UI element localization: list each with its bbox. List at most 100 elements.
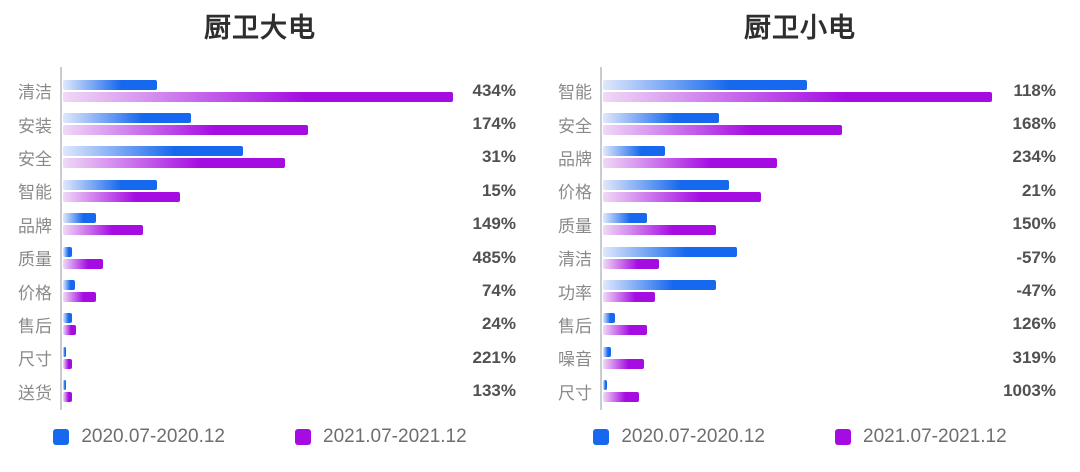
legend-label-2020: 2020.07-2020.12 xyxy=(81,425,225,447)
growth-value-label: 149% xyxy=(472,214,516,234)
bar-pair xyxy=(603,346,992,369)
growth-value-label: 150% xyxy=(1012,214,1056,234)
chart-row: 噪音 319% xyxy=(544,341,1056,374)
bar-2021 xyxy=(603,325,647,336)
chart-row: 尺寸 1003% xyxy=(544,375,1056,408)
bar-pair xyxy=(63,113,452,136)
bar-pair xyxy=(63,213,452,236)
chart-row: 安全 31% xyxy=(4,141,516,174)
chart-row: 功率 -47% xyxy=(544,274,1056,307)
bar-2020 xyxy=(63,246,72,257)
chart-row: 售后 126% xyxy=(544,308,1056,341)
bar-2020 xyxy=(63,380,66,391)
bar-2020 xyxy=(603,146,665,157)
category-label: 价格 xyxy=(558,183,592,203)
bar-2020 xyxy=(63,346,66,357)
growth-value-label: 24% xyxy=(481,314,516,334)
chart-row: 智能 15% xyxy=(4,174,516,207)
growth-value-label: 1003% xyxy=(1003,381,1056,401)
bar-2020 xyxy=(603,113,719,124)
bar-2021 xyxy=(63,125,308,136)
bar-2020 xyxy=(603,346,611,357)
bar-pair xyxy=(603,179,992,202)
bar-2021 xyxy=(63,325,76,336)
bar-2020 xyxy=(63,113,191,124)
bar-pair xyxy=(63,280,452,303)
legend-item-2020: 2020.07-2020.12 xyxy=(53,426,225,448)
bar-2020 xyxy=(603,313,615,324)
growth-value-label: -47% xyxy=(1016,281,1056,301)
chart-row: 尺寸 221% xyxy=(4,341,516,374)
plot-area: 智能 118% 安全 168% 品牌 234% 价格 21% 质量 150% 清洁 -57% 功率 -47… xyxy=(544,67,1056,410)
category-label: 售后 xyxy=(558,316,592,336)
legend: 2020.07-2020.12 2021.07-2021.12 xyxy=(4,426,516,448)
bar-2021 xyxy=(603,225,716,236)
y-axis-line xyxy=(60,67,62,410)
bar-pair xyxy=(603,146,992,169)
category-label: 安全 xyxy=(18,149,52,169)
chart-row: 品牌 234% xyxy=(544,141,1056,174)
bar-pair xyxy=(603,280,992,303)
category-label: 安全 xyxy=(558,116,592,136)
growth-value-label: 485% xyxy=(472,247,516,267)
chart-row: 安装 174% xyxy=(4,107,516,140)
bar-2020 xyxy=(63,313,72,324)
bar-2020 xyxy=(63,146,243,157)
growth-value-label: 319% xyxy=(1012,347,1056,367)
bar-2021 xyxy=(63,392,72,403)
bar-2021 xyxy=(63,191,180,202)
legend-swatch-2021 xyxy=(295,428,311,445)
category-label: 尺寸 xyxy=(18,350,52,370)
growth-value-label: 15% xyxy=(481,180,516,200)
bar-2021 xyxy=(63,91,453,102)
category-label: 智能 xyxy=(558,83,592,103)
chart-row: 清洁 434% xyxy=(4,74,516,107)
bar-pair xyxy=(603,380,992,403)
chart-row: 质量 485% xyxy=(4,241,516,274)
category-label: 品牌 xyxy=(18,216,52,236)
growth-value-label: -57% xyxy=(1016,247,1056,267)
bar-pair xyxy=(603,246,992,269)
bar-pair xyxy=(63,380,452,403)
category-label: 清洁 xyxy=(18,83,52,103)
legend-label-2021: 2021.07-2021.12 xyxy=(863,425,1007,447)
chart-row: 送货 133% xyxy=(4,375,516,408)
chart-title: 厨卫小电 xyxy=(744,13,856,43)
legend: 2020.07-2020.12 2021.07-2021.12 xyxy=(544,426,1056,448)
growth-value-label: 74% xyxy=(481,281,516,301)
bar-2021 xyxy=(603,292,655,303)
bar-2021 xyxy=(63,358,72,369)
growth-value-label: 118% xyxy=(1013,80,1056,100)
bar-2021 xyxy=(63,258,103,269)
category-label: 噪音 xyxy=(558,350,592,370)
bar-pair xyxy=(63,179,452,202)
legend-item-2021: 2021.07-2021.12 xyxy=(295,426,467,448)
growth-value-label: 434% xyxy=(472,80,516,100)
bar-rows: 智能 118% 安全 168% 品牌 234% 价格 21% 质量 150% 清洁 -57% 功率 -47… xyxy=(544,74,1056,408)
bar-2021 xyxy=(63,225,143,236)
plot-area: 清洁 434% 安装 174% 安全 31% 智能 15% 品牌 149% 质量 485% 价格 74% 售… xyxy=(4,67,516,410)
bar-2020 xyxy=(63,79,157,90)
category-label: 安装 xyxy=(18,116,52,136)
category-label: 清洁 xyxy=(558,250,592,270)
legend-swatch-2020 xyxy=(593,428,610,445)
growth-value-label: 174% xyxy=(472,114,516,134)
bar-2020 xyxy=(603,179,729,190)
y-axis-line xyxy=(600,67,602,410)
chart-row: 清洁 -57% xyxy=(544,241,1056,274)
category-label: 尺寸 xyxy=(558,383,592,403)
legend-swatch-2021 xyxy=(835,428,851,445)
bar-2021 xyxy=(603,191,761,202)
chart-panel-kitchen-small: 厨卫小电 智能 118% 安全 168% 品牌 234% 价格 21% 质量 150% 清洁 -57%… xyxy=(540,0,1080,472)
bar-pair xyxy=(63,79,453,102)
bar-2021 xyxy=(603,392,639,403)
bar-pair xyxy=(63,313,452,336)
chart-row: 售后 24% xyxy=(4,308,516,341)
bar-pair xyxy=(603,313,992,336)
bar-2020 xyxy=(63,280,75,291)
growth-value-label: 168% xyxy=(1012,114,1056,134)
bar-2021 xyxy=(603,91,992,102)
chart-title: 厨卫大电 xyxy=(204,13,316,43)
chart-row: 价格 74% xyxy=(4,274,516,307)
